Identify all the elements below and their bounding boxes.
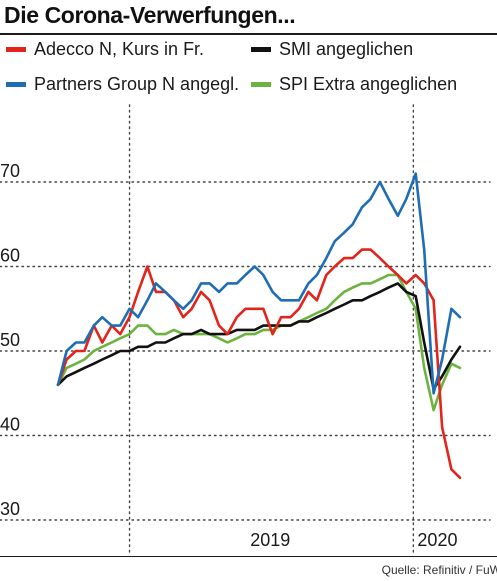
x-tick-label-2020: 2020 — [417, 530, 457, 550]
y-tick-label-30: 30 — [0, 499, 20, 519]
title-rule — [0, 33, 497, 35]
x-axis-baseline — [0, 556, 497, 557]
legend-swatch-adecco — [6, 47, 26, 52]
source-note: Quelle: Refinitiv / FuW — [381, 563, 497, 577]
x-tick-label-2019: 2019 — [250, 530, 290, 550]
legend-label-partners-group: Partners Group N angegl. — [34, 74, 240, 94]
legend-swatch-spi-extra — [251, 82, 271, 87]
series-line-adecco-n-kurs-in-fr — [56, 248, 462, 480]
legend-swatch-smi — [251, 47, 271, 52]
series-line-smi-angeglichen — [56, 282, 462, 391]
legend-swatch-partners-group — [6, 82, 26, 87]
legend-item-partners-group: Partners Group N angegl. — [6, 74, 239, 95]
legend-label-smi: SMI angeglichen — [279, 39, 414, 59]
y-tick-label-60: 60 — [0, 246, 20, 266]
chart-title: Die Corona-Verwerfungen... — [4, 2, 296, 28]
legend-item-adecco: Adecco N, Kurs in Fr. — [6, 39, 204, 60]
y-tick-label-50: 50 — [0, 330, 20, 350]
legend-item-smi: SMI angeglichen — [251, 39, 413, 60]
legend-label-adecco: Adecco N, Kurs in Fr. — [34, 39, 205, 59]
legend-label-spi-extra: SPI Extra angeglichen — [279, 74, 458, 94]
y-tick-label-70: 70 — [0, 161, 20, 181]
series-line-spi-extra-angeglichen — [56, 273, 462, 412]
legend-item-spi-extra: SPI Extra angeglichen — [251, 74, 457, 95]
series-line-partners-group-n-angegl — [56, 172, 462, 395]
y-tick-label-40: 40 — [0, 415, 20, 435]
